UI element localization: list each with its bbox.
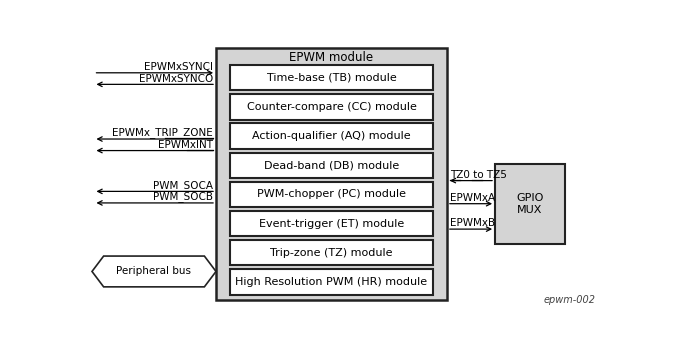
Text: Counter-compare (CC) module: Counter-compare (CC) module [247,102,417,112]
Text: EPWMxSYNCI: EPWMxSYNCI [144,62,213,72]
Polygon shape [92,256,216,287]
Bar [230,65,433,90]
Bar [230,182,433,207]
Text: Trip-zone (TZ) module: Trip-zone (TZ) module [270,248,393,258]
Text: EPWMx_TRIP_ZONE: EPWMx_TRIP_ZONE [112,127,213,138]
Text: EPWMxB: EPWMxB [450,218,495,228]
Text: EPWMxA: EPWMxA [450,193,495,203]
Text: EPWMxINT: EPWMxINT [158,140,213,150]
Text: Action-qualifier (AQ) module: Action-qualifier (AQ) module [252,131,410,141]
Bar [230,269,433,295]
Text: PWM_SOCB: PWM_SOCB [153,191,213,202]
Bar [495,164,565,244]
Text: Peripheral bus: Peripheral bus [117,266,191,277]
Bar [230,240,433,265]
Text: Time-base (TB) module: Time-base (TB) module [267,73,396,83]
Bar [230,124,433,149]
Text: EPWM module: EPWM module [289,51,373,64]
Text: Event-trigger (ET) module: Event-trigger (ET) module [259,219,404,229]
Bar [216,48,447,300]
Text: EPWMxSYNCO: EPWMxSYNCO [139,74,213,84]
Text: High Resolution PWM (HR) module: High Resolution PWM (HR) module [235,277,427,287]
Bar [230,211,433,236]
Text: PWM-chopper (PC) module: PWM-chopper (PC) module [257,189,406,200]
Bar [230,94,433,120]
Text: TZ0 to TZ5: TZ0 to TZ5 [450,170,507,180]
Text: Dead-band (DB) module: Dead-band (DB) module [264,160,399,170]
Text: GPIO
MUX: GPIO MUX [516,193,543,215]
Text: PWM_SOCA: PWM_SOCA [153,180,213,191]
Bar [230,153,433,178]
Text: epwm-002: epwm-002 [544,295,596,305]
